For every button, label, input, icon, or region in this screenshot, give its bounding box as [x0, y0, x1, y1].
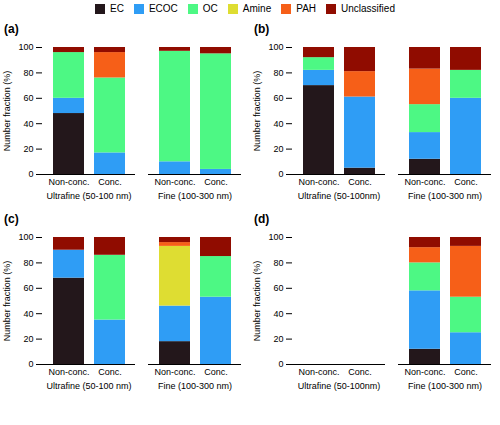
- html-text:PAH: PAH: [296, 3, 316, 14]
- svg-text:Ultrafine (50-100 nm): Ultrafine (50-100 nm): [46, 381, 131, 391]
- svg-text:Conc.: Conc.: [454, 367, 478, 377]
- svg-text:Fine (100-300 nm): Fine (100-300 nm): [158, 191, 232, 201]
- svg-text:100: 100: [268, 42, 283, 52]
- svg-text:Non-conc.: Non-conc.: [404, 367, 445, 377]
- svg-text:Non-conc.: Non-conc.: [154, 177, 195, 187]
- svg-text:Non-conc.: Non-conc.: [404, 177, 445, 187]
- svg-text:0: 0: [28, 169, 33, 179]
- svg-text:20: 20: [23, 144, 33, 154]
- svg-text:Non-conc.: Non-conc.: [154, 367, 195, 377]
- svg-text:Conc.: Conc.: [98, 367, 122, 377]
- svg-text:60: 60: [273, 283, 283, 293]
- svg-text:Conc.: Conc.: [454, 177, 478, 187]
- html-text:OC: OC: [202, 3, 218, 14]
- svg-text:0: 0: [278, 169, 283, 179]
- svg-text:Non-conc.: Non-conc.: [48, 177, 89, 187]
- svg-text:60: 60: [273, 93, 283, 103]
- svg-text:Conc.: Conc.: [204, 177, 228, 187]
- svg-text:Ultrafine (50-100nm): Ultrafine (50-100nm): [298, 381, 381, 391]
- svg-text:80: 80: [23, 68, 33, 78]
- svg-text:40: 40: [273, 309, 283, 319]
- html-text:ECOC: ECOC: [148, 3, 178, 14]
- svg-text:40: 40: [23, 309, 33, 319]
- svg-text:Conc.: Conc.: [348, 367, 372, 377]
- html-text:(b): (b): [254, 22, 270, 36]
- svg-text:Number fraction (%): Number fraction (%): [2, 71, 12, 152]
- svg-text:20: 20: [273, 334, 283, 344]
- svg-text:80: 80: [273, 68, 283, 78]
- html-text:(a): (a): [4, 22, 19, 36]
- svg-text:100: 100: [18, 42, 33, 52]
- svg-text:100: 100: [18, 232, 33, 242]
- svg-text:Non-conc.: Non-conc.: [298, 367, 339, 377]
- svg-text:Non-conc.: Non-conc.: [48, 367, 89, 377]
- svg-text:Fine (100-300 nm): Fine (100-300 nm): [408, 381, 482, 391]
- svg-text:Ultrafine (50-100nm): Ultrafine (50-100nm): [298, 191, 381, 201]
- svg-text:Number fraction (%): Number fraction (%): [252, 261, 262, 342]
- svg-text:Conc.: Conc.: [348, 177, 372, 187]
- svg-text:Fine (100-300 nm): Fine (100-300 nm): [408, 191, 482, 201]
- svg-text:100: 100: [268, 232, 283, 242]
- html-text:Unclassified: Unclassified: [341, 3, 395, 14]
- svg-text:Number fraction (%): Number fraction (%): [2, 261, 12, 342]
- svg-text:Ultrafine (50-100 nm): Ultrafine (50-100 nm): [46, 191, 131, 201]
- svg-text:0: 0: [278, 359, 283, 369]
- html-text:(d): (d): [254, 212, 270, 226]
- svg-text:0: 0: [28, 359, 33, 369]
- svg-text:20: 20: [23, 334, 33, 344]
- svg-text:Number fraction (%): Number fraction (%): [252, 71, 262, 152]
- html-text:(c): (c): [4, 212, 19, 226]
- svg-text:Conc.: Conc.: [204, 367, 228, 377]
- svg-text:Conc.: Conc.: [98, 177, 122, 187]
- svg-text:Fine (100-300 nm): Fine (100-300 nm): [158, 381, 232, 391]
- svg-text:80: 80: [23, 258, 33, 268]
- svg-text:80: 80: [273, 258, 283, 268]
- svg-text:40: 40: [273, 119, 283, 129]
- svg-text:60: 60: [23, 93, 33, 103]
- html-text:EC: EC: [110, 3, 124, 14]
- svg-text:60: 60: [23, 283, 33, 293]
- svg-text:20: 20: [273, 144, 283, 154]
- html-text:Amine: Amine: [242, 3, 272, 14]
- svg-text:40: 40: [23, 119, 33, 129]
- svg-text:Non-conc.: Non-conc.: [298, 177, 339, 187]
